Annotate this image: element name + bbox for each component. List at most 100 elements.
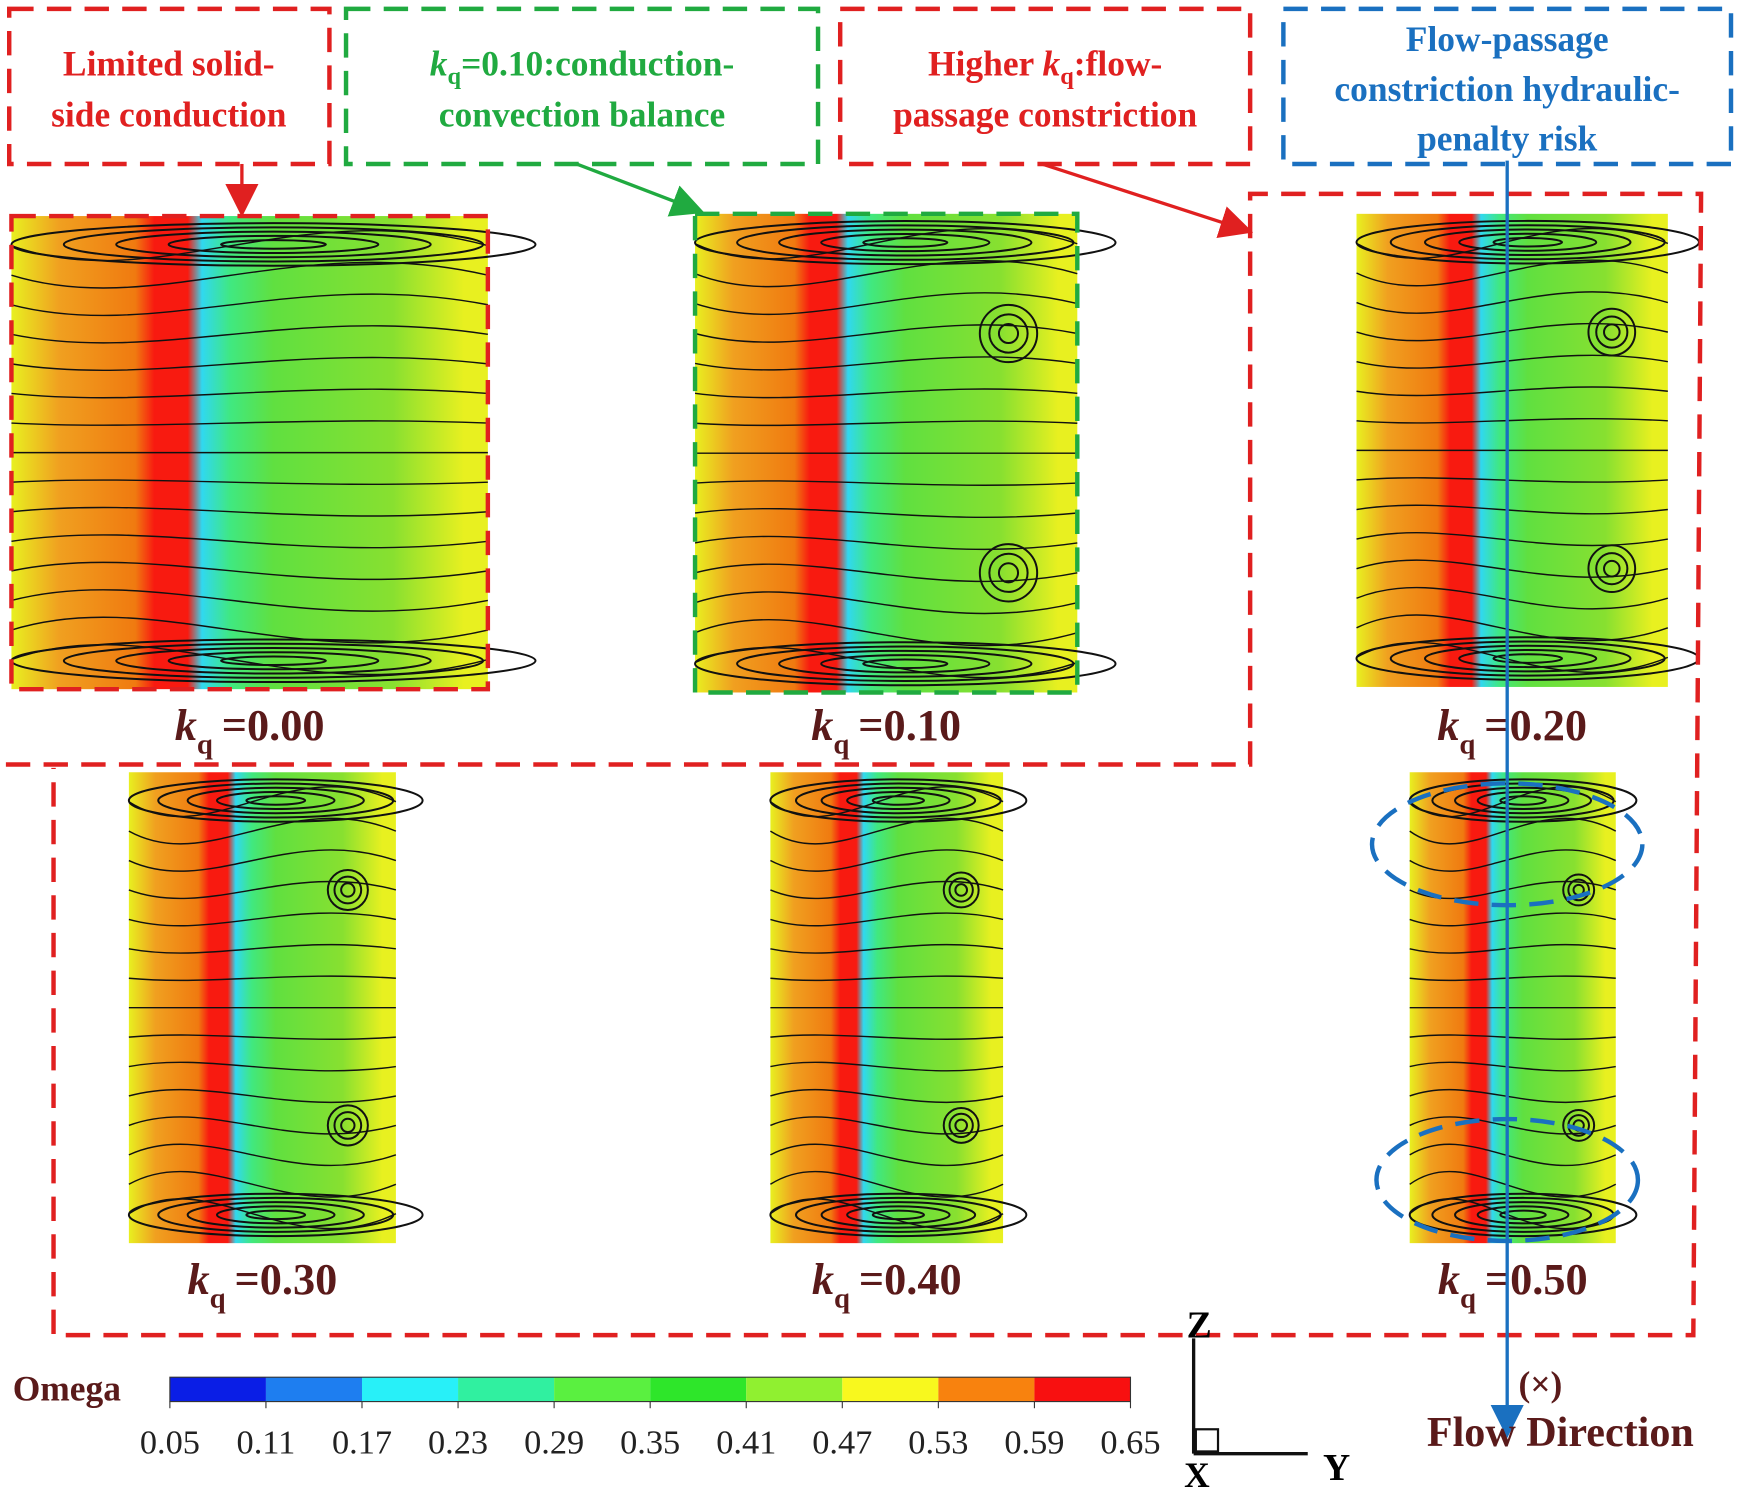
colorbar-bin — [458, 1377, 555, 1402]
vortex — [1454, 786, 1593, 815]
streamline — [128, 1034, 396, 1040]
callout-text: Flow-passage — [1406, 19, 1609, 59]
vortex — [978, 303, 1039, 364]
symbol: k — [430, 43, 448, 83]
vortex — [846, 791, 951, 810]
streamline — [128, 1143, 397, 1167]
vortex — [1587, 544, 1637, 594]
vortex — [1424, 644, 1632, 673]
streamline — [770, 880, 1004, 900]
symbol: k — [812, 1255, 834, 1304]
vortex — [127, 778, 424, 823]
flow-panel: kq =0.00 — [10, 216, 537, 760]
arrow — [575, 162, 705, 217]
streamline — [1356, 291, 1669, 314]
colorbar-tick-label: 0.47 — [812, 1424, 872, 1462]
streamline — [1409, 975, 1616, 982]
callout-text: constriction hydraulic- — [1334, 69, 1679, 109]
axis-label: Z — [1187, 1304, 1212, 1346]
streamline — [128, 943, 396, 954]
streamline — [11, 561, 488, 581]
vortex — [988, 552, 1029, 593]
streamline — [1356, 559, 1669, 578]
axis-label: X — [1184, 1455, 1210, 1488]
vortex — [245, 795, 307, 806]
axis-box — [1194, 1428, 1220, 1453]
flow-panel: kq =0.50 — [1408, 772, 1638, 1314]
symbol: k — [1043, 43, 1061, 83]
subscript: q — [1060, 63, 1074, 90]
callout-text: convection balance — [439, 94, 725, 134]
streamline — [128, 880, 397, 900]
vortex — [846, 1205, 951, 1225]
streamline — [1409, 1061, 1616, 1072]
callout-text: passage constriction — [893, 94, 1197, 134]
vortex — [333, 1111, 363, 1140]
streamline — [694, 591, 1078, 615]
vortex — [167, 651, 380, 671]
streamline — [695, 420, 1078, 427]
streamline — [695, 480, 1078, 486]
colorbar-tick-label: 0.41 — [716, 1424, 776, 1462]
vortex — [127, 1192, 424, 1238]
vortex — [871, 795, 925, 806]
subscript: q — [1459, 728, 1475, 760]
direction-label: Flow Direction — [1427, 1409, 1694, 1456]
vortex — [1603, 559, 1621, 578]
vortex — [215, 791, 336, 810]
colorbar-bin — [650, 1377, 747, 1402]
streamline — [1356, 259, 1669, 287]
vortex — [115, 230, 432, 259]
region-outline — [5, 191, 1704, 1338]
colorbar-tick-label: 0.53 — [908, 1424, 968, 1462]
vortex — [333, 875, 363, 905]
vortex — [862, 237, 949, 248]
colorbar-tick-label: 0.17 — [332, 1424, 392, 1462]
vortex — [62, 642, 485, 679]
panel-label: kq =0.10 — [811, 701, 961, 760]
streamline — [128, 975, 396, 982]
value: =0.10 — [858, 701, 961, 750]
subscript: q — [1460, 1282, 1476, 1314]
vortex — [1499, 795, 1547, 806]
streamline — [770, 817, 1004, 845]
colorbar-tick-label: 0.29 — [524, 1424, 584, 1462]
streamline — [11, 356, 488, 372]
vortex — [220, 655, 327, 667]
vortex — [1458, 649, 1598, 669]
vortex — [978, 543, 1039, 603]
streamline — [1356, 586, 1669, 610]
streamline — [694, 619, 1078, 647]
streamline — [11, 261, 489, 289]
streamline — [1356, 354, 1668, 369]
vortex — [778, 228, 1033, 257]
vortex — [340, 882, 356, 898]
streamline — [694, 535, 1078, 551]
panel-label: kq =0.30 — [187, 1255, 337, 1314]
vortex — [694, 220, 1117, 266]
streamline — [1409, 912, 1616, 927]
vortex — [220, 239, 327, 250]
streamline — [770, 943, 1004, 954]
streamline — [694, 260, 1078, 288]
vortex — [694, 641, 1117, 687]
vortex — [1408, 1192, 1638, 1238]
vortex — [778, 649, 1033, 678]
vortex — [1454, 1201, 1593, 1229]
streamline — [1409, 1034, 1616, 1040]
symbol: k — [1437, 701, 1459, 750]
streamline — [1409, 1088, 1616, 1104]
vortex — [942, 871, 980, 909]
colorbar-bin — [842, 1377, 939, 1402]
symbol: k — [175, 701, 197, 750]
vortex — [167, 234, 380, 254]
vortex — [157, 1196, 395, 1233]
colorbar-tick-label: 0.11 — [237, 1424, 296, 1462]
callout-box — [837, 6, 1253, 167]
streamline — [11, 325, 488, 344]
streamline — [1409, 1170, 1617, 1198]
flow-panel: kq =0.40 — [769, 772, 1028, 1314]
colorbar-bin — [554, 1377, 651, 1402]
